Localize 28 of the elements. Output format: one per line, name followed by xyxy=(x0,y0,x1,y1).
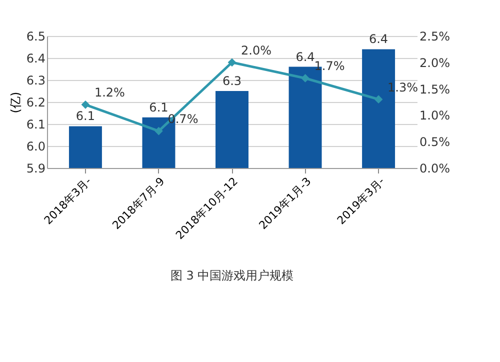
y-tick-label: 6.4 xyxy=(26,52,46,66)
data-label: 6.4 xyxy=(368,32,388,46)
point xyxy=(374,95,383,104)
point xyxy=(301,74,310,82)
y-tick-label: 6.0 xyxy=(26,140,46,154)
point xyxy=(154,126,163,136)
y-tick-label: 6.3 xyxy=(26,74,46,88)
y-axis-title: (亿) xyxy=(8,92,22,114)
y2-tick-label: 1.0% xyxy=(420,108,450,123)
y-tick-label: 6.5 xyxy=(26,30,46,44)
y2-tick-label: 0.5% xyxy=(420,135,450,150)
y2-tick-label: 2.5% xyxy=(420,30,450,44)
y-tick-label: 6.2 xyxy=(26,96,46,110)
data-label: 1.7% xyxy=(314,59,345,74)
data-label: 2.0% xyxy=(241,43,272,58)
y2-tick-label: 2.0% xyxy=(420,56,450,70)
data-label: 6.3 xyxy=(222,74,242,88)
y2-tick-label: 1.5% xyxy=(420,82,450,96)
point xyxy=(81,100,90,109)
y-tick-label: 6.1 xyxy=(26,118,46,132)
data-label: 1.2% xyxy=(94,86,125,100)
data-label: 6.1 xyxy=(76,109,96,124)
caption: 图 3 中国游戏用户规模 xyxy=(170,268,294,283)
y2-tick-label: 0.0% xyxy=(420,162,450,176)
point xyxy=(228,58,236,67)
data-label: 6.4 xyxy=(296,50,315,64)
data-label: 6.1 xyxy=(149,100,168,114)
y-tick-label: 5.9 xyxy=(26,162,46,176)
